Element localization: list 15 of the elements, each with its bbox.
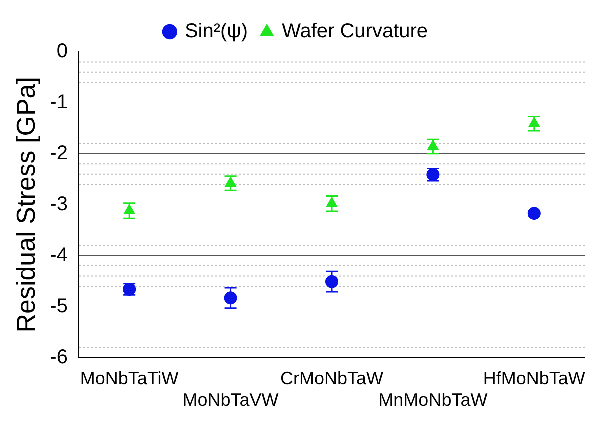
y-tick-label: -4 xyxy=(50,244,68,266)
y-tick-label: -2 xyxy=(50,142,68,164)
y-axis-title: Residual Stress [GPa] xyxy=(10,77,41,333)
x-tick-label: HfMoNbTaW xyxy=(483,368,586,389)
x-tick-label: MoNbTaTiW xyxy=(80,368,179,389)
x-tick-label: MnMoNbTaW xyxy=(378,390,488,410)
y-tick-label: -3 xyxy=(50,193,68,216)
legend-label: Wafer Curvature xyxy=(282,20,428,43)
y-tick-label: -1 xyxy=(50,91,68,114)
y-tick-label: 0 xyxy=(56,40,68,63)
x-tick-label: MoNbTaVW xyxy=(182,390,279,410)
y-tick-label: -6 xyxy=(50,346,68,368)
y-tick-label: -5 xyxy=(50,295,68,318)
x-tick-label: CrMoNbTaW xyxy=(280,368,384,389)
legend-label: Sin²(ψ) xyxy=(184,20,248,43)
